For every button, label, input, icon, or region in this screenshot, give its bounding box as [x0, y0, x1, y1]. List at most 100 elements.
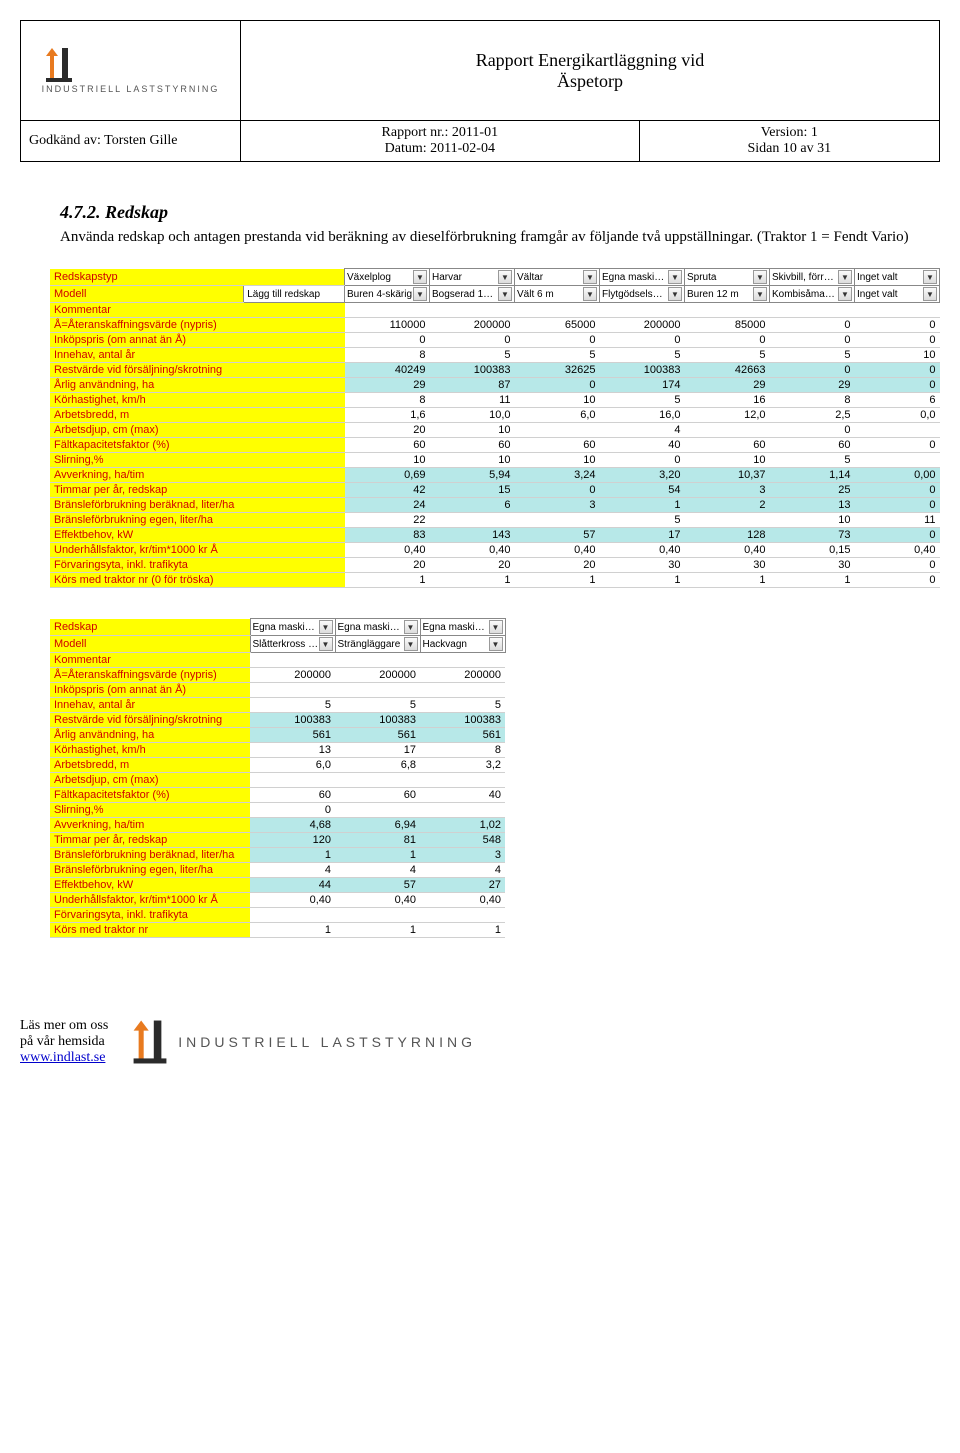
empty-cell	[244, 333, 345, 348]
data-cell: 548	[420, 833, 505, 848]
chevron-down-icon: ▼	[923, 270, 937, 284]
data-cell: 12,0	[685, 408, 770, 423]
empty-cell	[244, 573, 345, 588]
data-cell: 128	[685, 528, 770, 543]
dropdown-cell[interactable]: Kombisåmaskin▼	[770, 286, 855, 303]
dropdown-cell[interactable]: Egna maskiner▼	[600, 269, 685, 286]
data-cell: 100383	[250, 713, 335, 728]
equipment-table-2: RedskapEgna maskiner▼Egna maskiner▼Egna …	[50, 618, 506, 938]
row-label: Inköpspris (om annat än Å)	[50, 333, 244, 348]
dropdown-cell[interactable]: Bogserad 10 m▼	[430, 286, 515, 303]
data-cell: 30	[685, 558, 770, 573]
dropdown-text: Kombisåmaskin	[772, 289, 838, 300]
data-cell: 1	[345, 573, 430, 588]
data-cell: 20	[430, 558, 515, 573]
data-cell: 1	[770, 573, 855, 588]
equipment-table-1: RedskapstypVäxelplog▼Harvar▼Vältar▼Egna …	[50, 268, 940, 588]
dropdown-cell[interactable]: Hackvagn▼	[420, 636, 505, 653]
data-cell: 4	[600, 423, 685, 438]
data-cell: 1	[685, 573, 770, 588]
dropdown-text: Harvar	[432, 272, 498, 283]
data-cell: 60	[515, 438, 600, 453]
data-cell: 27	[420, 878, 505, 893]
data-cell: 57	[515, 528, 600, 543]
data-cell: 5	[430, 348, 515, 363]
data-cell	[335, 773, 420, 788]
dropdown-cell[interactable]: Skivbill, förreds▼	[770, 269, 855, 286]
dropdown-cell[interactable]: Egna maskiner▼	[335, 619, 420, 636]
data-cell: 42663	[685, 363, 770, 378]
data-cell: 1	[600, 498, 685, 513]
data-cell: 13	[770, 498, 855, 513]
add-equipment-cell[interactable]: Lägg till redskap	[244, 286, 345, 303]
dropdown-cell[interactable]: Vältar▼	[515, 269, 600, 286]
data-cell: 3,2	[420, 758, 505, 773]
dropdown-text: Hackvagn	[423, 639, 489, 650]
row-label: Arbetsbredd, m	[50, 758, 250, 773]
data-cell: 1,14	[770, 468, 855, 483]
row-label: Modell	[50, 286, 244, 303]
data-cell: 11	[430, 393, 515, 408]
data-cell: 3,24	[515, 468, 600, 483]
dropdown-cell[interactable]: Inget valt▼	[855, 286, 940, 303]
row-label: Effektbehov, kW	[50, 528, 244, 543]
row-label: Redskapstyp	[50, 269, 244, 286]
dropdown-cell[interactable]: Egna maskiner▼	[420, 619, 505, 636]
data-cell: 3,20	[600, 468, 685, 483]
dropdown-cell[interactable]: Vält 6 m▼	[515, 286, 600, 303]
dropdown-cell[interactable]: Buren 4-skärig▼	[345, 286, 430, 303]
data-cell: 200000	[430, 318, 515, 333]
data-cell: 0,40	[345, 543, 430, 558]
data-cell: 0	[855, 558, 940, 573]
data-cell: 0,40	[685, 543, 770, 558]
data-cell: 0	[855, 363, 940, 378]
company-logo: INDUSTRIELL LASTSTYRNING	[42, 46, 220, 94]
data-cell: 60	[250, 788, 335, 803]
data-cell: 3	[515, 498, 600, 513]
dropdown-cell[interactable]: Växelplog▼	[345, 269, 430, 286]
empty-cell	[244, 528, 345, 543]
data-cell: 0,40	[430, 543, 515, 558]
empty-cell	[244, 393, 345, 408]
data-cell: 10	[515, 393, 600, 408]
empty-cell	[244, 363, 345, 378]
data-cell: 29	[685, 378, 770, 393]
row-label: Redskap	[50, 619, 250, 636]
row-label: Bränsleförbrukning beräknad, liter/ha	[50, 848, 250, 863]
dropdown-cell[interactable]: Spruta▼	[685, 269, 770, 286]
data-cell: 73	[770, 528, 855, 543]
dropdown-cell[interactable]: Flytgödselsprid▼	[600, 286, 685, 303]
data-cell: 561	[250, 728, 335, 743]
data-cell	[515, 303, 600, 318]
dropdown-cell[interactable]: Egna maskiner▼	[250, 619, 335, 636]
data-cell: 10	[685, 453, 770, 468]
data-cell	[515, 423, 600, 438]
empty-cell	[244, 558, 345, 573]
data-cell: 29	[770, 378, 855, 393]
data-cell: 5	[250, 698, 335, 713]
footer-link[interactable]: www.indlast.se	[20, 1050, 105, 1065]
dropdown-cell[interactable]: Inget valt▼	[855, 269, 940, 286]
data-cell	[420, 803, 505, 818]
empty-cell	[244, 423, 345, 438]
data-cell: 0	[430, 333, 515, 348]
chevron-down-icon: ▼	[413, 287, 427, 301]
chevron-down-icon: ▼	[404, 620, 418, 634]
chevron-down-icon: ▼	[489, 637, 503, 651]
empty-cell	[244, 483, 345, 498]
data-cell: 44	[250, 878, 335, 893]
dropdown-cell[interactable]: Strängläggare▼	[335, 636, 420, 653]
data-cell: 1	[600, 573, 685, 588]
empty-cell	[244, 303, 345, 318]
data-cell	[430, 513, 515, 528]
data-cell: 5	[515, 348, 600, 363]
data-cell: 54	[600, 483, 685, 498]
dropdown-cell[interactable]: Slåtterkross hö▼	[250, 636, 335, 653]
dropdown-cell[interactable]: Buren 12 m▼	[685, 286, 770, 303]
data-cell: 6,0	[250, 758, 335, 773]
dropdown-cell[interactable]: Harvar▼	[430, 269, 515, 286]
row-label: Å=Återanskaffningsvärde (nypris)	[50, 668, 250, 683]
data-cell: 40249	[345, 363, 430, 378]
data-cell	[250, 908, 335, 923]
data-cell	[420, 908, 505, 923]
